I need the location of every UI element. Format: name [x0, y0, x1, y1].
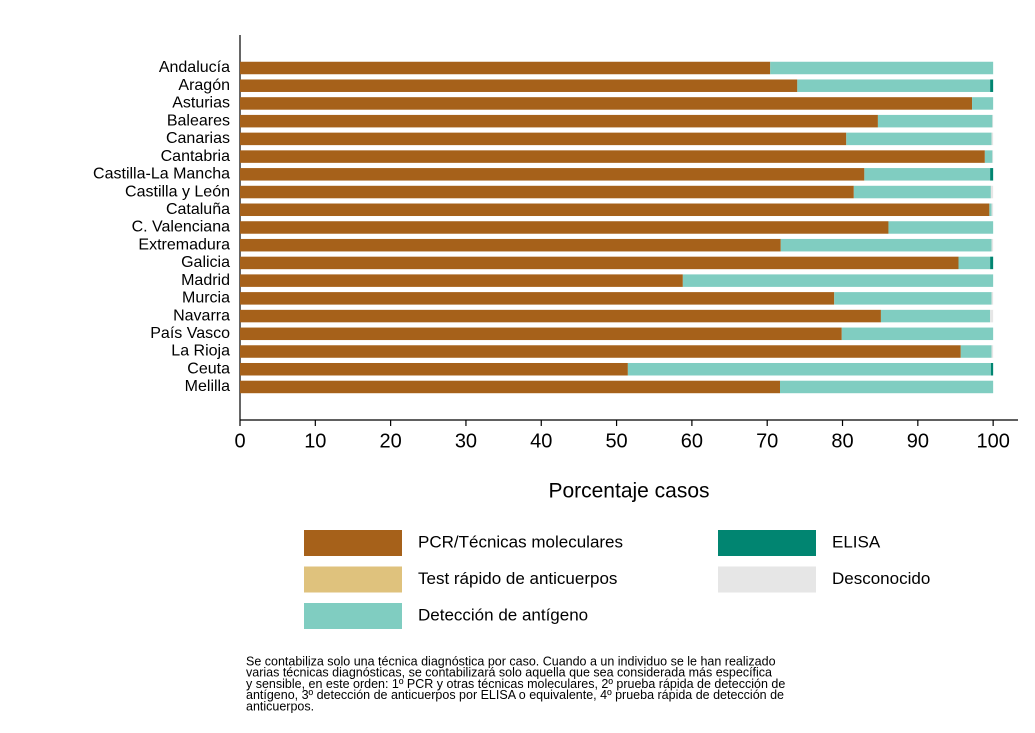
bar-segment	[990, 309, 994, 323]
bar-segment	[240, 309, 881, 323]
bar-segment	[240, 168, 865, 181]
footnote: y sensible, en este orden: 1º PCR y otra…	[246, 677, 785, 691]
y-tick-label: Castilla y León	[125, 183, 230, 200]
bar-segment	[991, 132, 994, 146]
footnote: Se contabiliza solo una técnica diagnóst…	[246, 654, 776, 668]
y-tick-label: Madrid	[181, 272, 230, 289]
y-tick-label: Galicia	[181, 254, 230, 271]
bar-segment	[240, 380, 781, 394]
legend-swatch	[304, 530, 402, 556]
legend-label: PCR/Técnicas moleculares	[418, 532, 623, 551]
x-tick-label: 10	[304, 430, 326, 452]
bar-segment	[990, 362, 994, 376]
bar-segment	[240, 97, 973, 110]
y-tick-label: Aragón	[178, 77, 230, 94]
y-tick-label: C. Valenciana	[132, 219, 231, 236]
footnote: varias técnicas diagnósticas, se contabi…	[246, 666, 772, 680]
legend-label: Test rápido de anticuerpos	[418, 569, 617, 588]
y-tick-label: Cantabria	[161, 148, 230, 165]
bar-segment	[877, 114, 993, 128]
y-tick-label: Andalucía	[159, 59, 230, 76]
bar-segment	[958, 256, 991, 270]
bar-segment	[240, 132, 847, 146]
bar-segment	[240, 327, 842, 341]
y-tick-label: Castilla-La Mancha	[93, 166, 230, 183]
bar-segment	[990, 168, 994, 181]
bar-segment	[990, 79, 994, 92]
bar-segment	[853, 185, 991, 199]
bar-segment	[780, 238, 992, 252]
bar-segment	[990, 185, 994, 199]
bar-segment	[841, 327, 994, 341]
bar-segment	[240, 292, 835, 305]
y-tick-label: Cataluña	[166, 201, 230, 218]
x-tick-label: 60	[681, 430, 703, 452]
y-tick-label: Baleares	[167, 112, 230, 129]
y-tick-label: Extremadura	[138, 236, 230, 253]
bar-segment	[240, 185, 854, 199]
y-tick-label: Murcia	[182, 290, 230, 307]
legend-label: Desconocido	[832, 569, 930, 588]
bar-segment	[972, 97, 994, 110]
bar-segment	[846, 132, 992, 146]
bar-segment	[240, 362, 628, 376]
bar-segment	[682, 274, 994, 287]
y-tick-label: Canarias	[166, 130, 230, 147]
bar-segment	[240, 150, 985, 163]
bar-segment	[984, 150, 993, 163]
bar-segment	[240, 203, 990, 217]
x-tick-label: 50	[605, 430, 627, 452]
bar-segment	[240, 256, 959, 270]
bar-segment	[989, 203, 992, 217]
x-tick-label: 100	[976, 430, 1009, 452]
bar-segment	[864, 168, 991, 181]
bar-segment	[990, 256, 994, 270]
x-tick-label: 70	[756, 430, 778, 452]
bar-segment	[880, 309, 991, 323]
x-tick-label: 30	[455, 430, 477, 452]
legend-label: Detección de antígeno	[418, 605, 588, 624]
bar-segment	[240, 274, 683, 287]
y-tick-label: Melilla	[185, 378, 230, 395]
bar-segment	[780, 380, 994, 394]
legend-swatch	[304, 603, 402, 629]
bar-segment	[991, 238, 994, 252]
bar-segment	[240, 79, 798, 92]
x-tick-label: 20	[380, 430, 402, 452]
bar-segment	[240, 345, 961, 358]
bar-segment	[770, 61, 994, 75]
x-tick-label: 0	[234, 430, 245, 452]
y-tick-label: Navarra	[173, 307, 230, 324]
bar-segment	[834, 292, 992, 305]
bar-segment	[991, 292, 994, 305]
x-tick-label: 80	[831, 430, 853, 452]
bar-segment	[240, 238, 781, 252]
footnote: antígeno, 3º detección de anticuerpos po…	[246, 688, 784, 702]
legend-swatch	[718, 530, 816, 556]
y-tick-label: Asturias	[172, 95, 230, 112]
bar-segment	[991, 203, 994, 217]
x-tick-label: 90	[907, 430, 929, 452]
bar-segment	[240, 221, 889, 234]
legend-swatch	[304, 566, 402, 593]
y-tick-label: País Vasco	[150, 325, 230, 342]
x-tick-label: 40	[530, 430, 552, 452]
bar-segment	[960, 345, 992, 358]
bar-segment	[240, 114, 878, 128]
bar-segment	[991, 345, 994, 358]
bar-segment	[627, 362, 991, 376]
y-tick-label: Ceuta	[187, 360, 230, 377]
bar-segment	[992, 114, 994, 128]
x-axis-label: Porcentaje casos	[548, 480, 709, 503]
legend-swatch	[718, 566, 816, 593]
bar-segment	[992, 150, 994, 163]
footnote: anticuerpos.	[246, 699, 314, 713]
y-tick-label: La Rioja	[171, 343, 230, 360]
bar-segment	[797, 79, 991, 92]
bar-segment	[888, 221, 994, 234]
legend-label: ELISA	[832, 532, 881, 551]
bar-segment	[240, 61, 771, 75]
